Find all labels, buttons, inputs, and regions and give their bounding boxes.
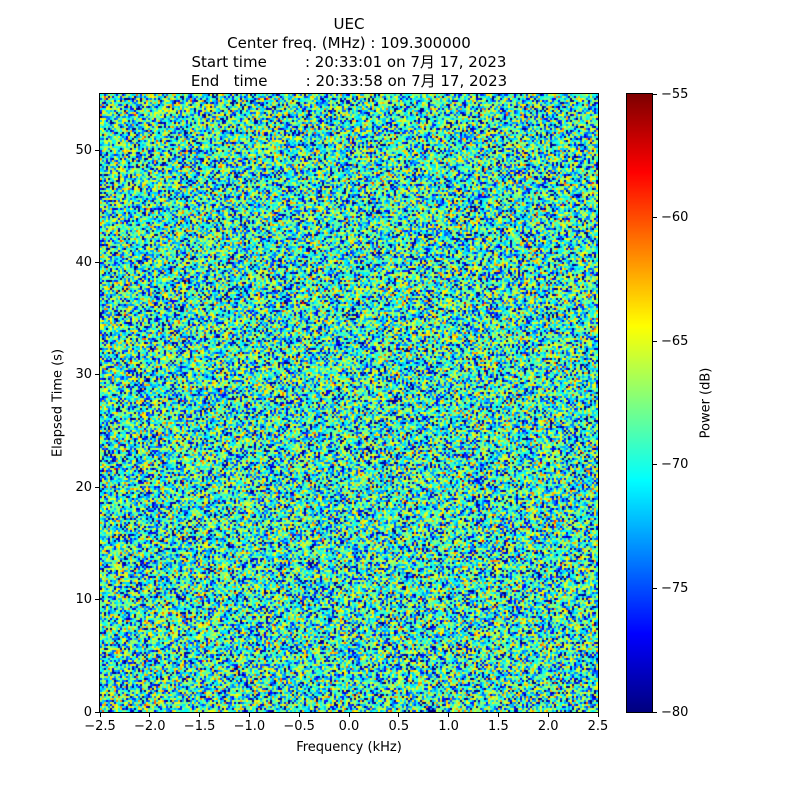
colorbar-tick-mark bbox=[653, 464, 657, 466]
x-tick-mark bbox=[448, 713, 450, 717]
x-axis-label: Frequency (kHz) bbox=[296, 740, 402, 755]
y-tick-label: 40 bbox=[75, 255, 92, 271]
x-tick-label: 2.0 bbox=[537, 719, 559, 734]
x-tick-label: 2.5 bbox=[587, 719, 609, 734]
x-tick-mark bbox=[348, 713, 350, 717]
x-tick-mark bbox=[149, 713, 151, 717]
x-tick-label: −1.5 bbox=[183, 719, 216, 734]
colorbar-tick-mark bbox=[653, 340, 657, 342]
end-time-line: End time : 20:33:58 on 7月 17, 2023 bbox=[190, 72, 508, 90]
y-tick-mark bbox=[95, 149, 99, 151]
colorbar-tick-mark bbox=[653, 711, 657, 713]
x-tick-mark bbox=[597, 713, 599, 717]
chart-title: UEC bbox=[333, 15, 365, 33]
x-tick-mark bbox=[248, 713, 250, 717]
y-axis-label: Elapsed Time (s) bbox=[50, 348, 66, 458]
x-tick-mark bbox=[298, 713, 300, 717]
x-tick-mark bbox=[547, 713, 549, 717]
colorbar-gradient bbox=[627, 94, 652, 712]
colorbar-tick-label: −65 bbox=[661, 333, 689, 349]
x-tick-mark bbox=[398, 713, 400, 717]
y-tick-mark bbox=[95, 374, 99, 376]
y-tick-mark bbox=[95, 486, 99, 488]
y-tick-mark bbox=[95, 262, 99, 264]
spectrogram-heatmap bbox=[100, 94, 598, 712]
colorbar-label: Power (dB) bbox=[698, 367, 714, 439]
colorbar-tick-label: −55 bbox=[661, 86, 689, 102]
center-freq-line: Center freq. (MHz) : 109.300000 bbox=[227, 34, 471, 52]
y-tick-label: 0 bbox=[83, 704, 92, 720]
x-tick-mark bbox=[497, 713, 499, 717]
x-tick-label: 1.5 bbox=[488, 719, 509, 734]
colorbar-tick-label: −70 bbox=[661, 457, 689, 473]
plot-area bbox=[99, 93, 599, 713]
y-tick-label: 30 bbox=[75, 367, 92, 383]
colorbar-tick-label: −60 bbox=[661, 210, 689, 226]
y-tick-mark bbox=[95, 599, 99, 601]
colorbar-tick-label: −75 bbox=[661, 580, 689, 596]
x-tick-label: 1.0 bbox=[438, 719, 459, 734]
title-block: UEC Center freq. (MHz) : 109.300000 Star… bbox=[100, 15, 598, 91]
x-tick-mark bbox=[199, 713, 201, 717]
x-tick-label: 0.5 bbox=[388, 719, 410, 734]
colorbar-tick-label: −80 bbox=[661, 704, 689, 720]
x-tick-label: −1.0 bbox=[233, 719, 266, 734]
x-tick-label: 0.0 bbox=[338, 719, 360, 734]
colorbar-tick-mark bbox=[653, 587, 657, 589]
start-time-line: Start time : 20:33:01 on 7月 17, 2023 bbox=[191, 53, 507, 71]
y-tick-label: 10 bbox=[75, 592, 92, 608]
x-tick-mark bbox=[99, 713, 101, 717]
y-tick-label: 50 bbox=[75, 142, 92, 158]
colorbar bbox=[626, 93, 653, 713]
colorbar-tick-mark bbox=[653, 93, 657, 95]
x-tick-label: −0.5 bbox=[283, 719, 315, 734]
colorbar-tick-mark bbox=[653, 217, 657, 219]
y-tick-mark bbox=[95, 711, 99, 713]
x-tick-label: −2.0 bbox=[134, 719, 166, 734]
y-tick-label: 20 bbox=[75, 479, 92, 495]
x-tick-label: −2.5 bbox=[84, 719, 116, 734]
